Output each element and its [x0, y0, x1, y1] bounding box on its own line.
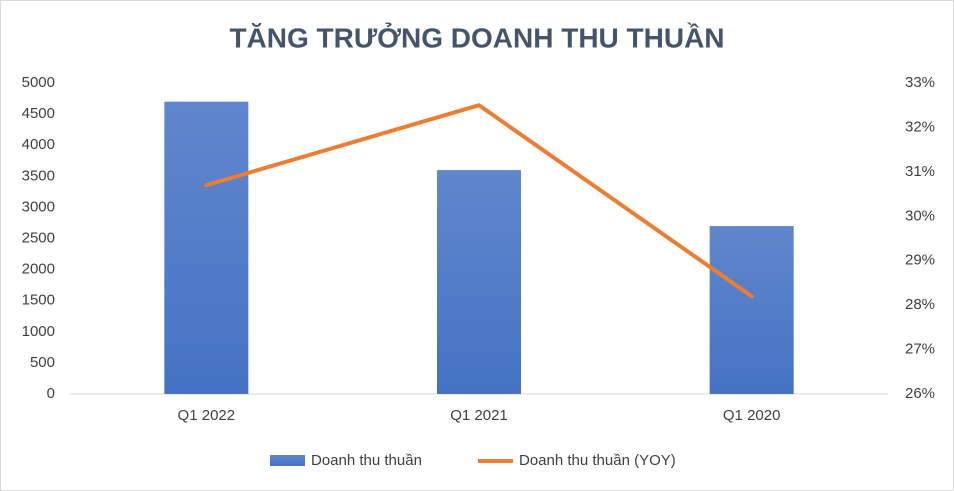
bar: [437, 170, 521, 394]
y2-tick-label: 28%: [905, 296, 935, 313]
bar: [709, 226, 794, 394]
y2-tick-label: 26%: [905, 385, 935, 402]
legend-swatch: [270, 455, 305, 466]
y-tick-label: 4500: [22, 105, 55, 122]
y-tick-label: 3500: [22, 167, 55, 184]
y2-tick-label: 31%: [905, 163, 935, 180]
x-tick-label: Q1 2022: [178, 407, 236, 424]
y-tick-label: 2500: [22, 229, 55, 246]
y2-tick-label: 30%: [905, 207, 935, 224]
y-tick-label: 1000: [22, 323, 55, 340]
y-tick-label: 4000: [22, 136, 55, 153]
y2-tick-label: 29%: [905, 252, 935, 269]
y-tick-label: 5000: [22, 74, 55, 91]
x-tick-label: Q1 2020: [723, 407, 781, 424]
y-tick-label: 3000: [22, 198, 55, 215]
bar: [164, 101, 249, 394]
legend-label: Doanh thu thuần (YOY): [519, 452, 676, 469]
chart-title: TĂNG TRƯỞNG DOANH THU THUẦN: [229, 21, 724, 53]
y2-tick-label: 32%: [905, 118, 935, 135]
y-tick-label: 1500: [22, 292, 55, 309]
y2-tick-label: 27%: [905, 341, 935, 358]
y-tick-label: 500: [30, 354, 55, 371]
y2-tick-label: 33%: [905, 74, 935, 91]
legend-label: Doanh thu thuần: [311, 452, 422, 469]
x-tick-label: Q1 2021: [450, 407, 508, 424]
y-tick-label: 2000: [22, 261, 55, 278]
y-tick-label: 0: [47, 385, 55, 402]
line-series: [204, 103, 754, 299]
